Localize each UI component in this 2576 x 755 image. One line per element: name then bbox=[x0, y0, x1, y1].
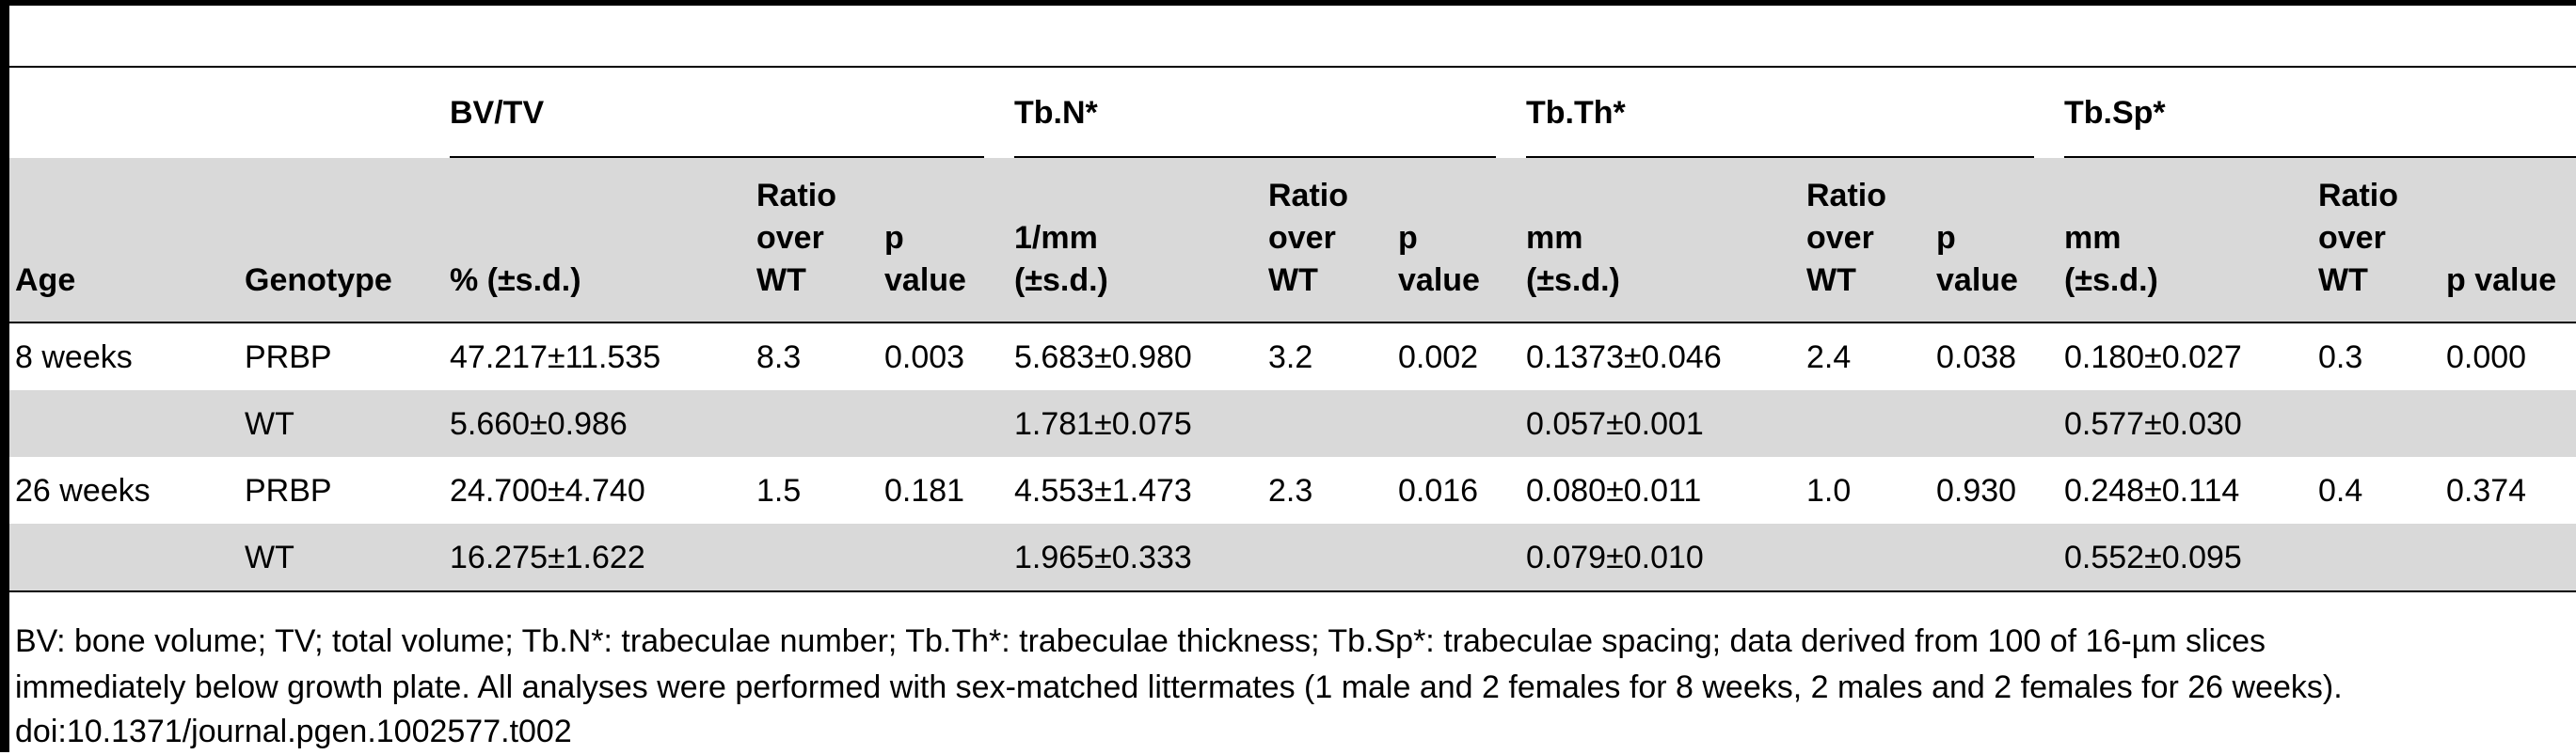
cell-bvtv-value: 47.217±11.535 bbox=[450, 339, 661, 375]
cell-tbsp-value: 0.248±0.114 bbox=[2064, 473, 2240, 509]
col-header-bvtv-p-1: p bbox=[884, 220, 904, 256]
cell-bvtv-value: 24.700±4.740 bbox=[450, 473, 645, 509]
col-header-bvtv-p-2: value bbox=[884, 262, 966, 298]
cell-bvtv-value: 5.660±0.986 bbox=[450, 406, 628, 442]
cell-age: 26 weeks bbox=[15, 473, 151, 509]
col-header-tbsp-unit-1: mm bbox=[2064, 220, 2122, 256]
cell-bvtv-ratio: 8.3 bbox=[756, 339, 802, 375]
col-header-tbth-unit-1: mm bbox=[1526, 220, 1583, 256]
col-header-age: Age bbox=[15, 262, 76, 298]
col-header-bvtv-ratio-2: over bbox=[756, 220, 824, 256]
col-header-tbth-ratio-2: over bbox=[1806, 220, 1874, 256]
row-shading bbox=[9, 524, 2576, 590]
cell-tbth-value: 0.080±0.011 bbox=[1526, 473, 1702, 509]
group-header-tbsp: Tb.Sp* bbox=[2064, 95, 2166, 131]
cell-tbn-p: 0.002 bbox=[1398, 339, 1479, 375]
cell-tbn-ratio: 2.3 bbox=[1268, 473, 1313, 509]
col-header-tbth-ratio-1: Ratio bbox=[1806, 178, 1886, 213]
col-header-tbsp-unit-2: (±s.d.) bbox=[2064, 262, 2158, 298]
col-header-tbth-p-2: value bbox=[1936, 262, 2018, 298]
col-header-tbn-ratio-3: WT bbox=[1268, 262, 1318, 298]
col-header-tbn-unit-2: (±s.d.) bbox=[1014, 262, 1108, 298]
col-header-tbth-p-1: p bbox=[1936, 220, 1956, 256]
table-top-rule bbox=[9, 66, 2576, 68]
cell-tbth-p: 0.038 bbox=[1936, 339, 2017, 375]
top-border bbox=[0, 0, 2576, 6]
group-header-tbth: Tb.Th* bbox=[1526, 95, 1626, 131]
col-header-tbn-ratio-1: Ratio bbox=[1268, 178, 1348, 213]
cell-tbth-ratio: 1.0 bbox=[1806, 473, 1852, 509]
col-header-tbn-p-1: p bbox=[1398, 220, 1418, 256]
cell-tbsp-ratio: 0.4 bbox=[2318, 473, 2363, 509]
group-header-bvtv: BV/TV bbox=[450, 95, 545, 131]
cell-tbn-ratio: 3.2 bbox=[1268, 339, 1313, 375]
col-header-tbsp-p: p value bbox=[2446, 262, 2557, 298]
cell-bvtv-ratio: 1.5 bbox=[756, 473, 802, 509]
footnote-line-3: doi:10.1371/journal.pgen.1002577.t002 bbox=[15, 714, 572, 749]
col-header-tbth-unit-2: (±s.d.) bbox=[1526, 262, 1620, 298]
cell-tbth-p: 0.930 bbox=[1936, 473, 2017, 509]
col-header-tbsp-ratio-3: WT bbox=[2318, 262, 2368, 298]
cell-genotype: WT bbox=[245, 406, 294, 442]
cell-tbsp-value: 0.577±0.030 bbox=[2064, 406, 2242, 442]
footnote-line-2: immediately below growth plate. All anal… bbox=[15, 669, 2343, 705]
group-rule-tbn bbox=[1014, 156, 1496, 158]
column-header-band bbox=[9, 158, 2576, 322]
col-header-bvtv-ratio-3: WT bbox=[756, 262, 806, 298]
col-header-tbn-unit-1: 1/mm bbox=[1014, 220, 1098, 256]
cell-tbsp-ratio: 0.3 bbox=[2318, 339, 2363, 375]
col-header-bvtv-value: % (±s.d.) bbox=[450, 262, 581, 298]
cell-tbth-value: 0.079±0.010 bbox=[1526, 540, 1704, 575]
cell-tbsp-value: 0.552±0.095 bbox=[2064, 540, 2242, 575]
cell-bvtv-value: 16.275±1.622 bbox=[450, 540, 645, 575]
cell-tbn-value: 5.683±0.980 bbox=[1014, 339, 1192, 375]
col-header-tbn-p-2: value bbox=[1398, 262, 1480, 298]
cell-tbsp-p: 0.000 bbox=[2446, 339, 2527, 375]
footnote-line-1: BV: bone volume; TV; total volume; Tb.N*… bbox=[15, 623, 2266, 659]
cell-tbth-value: 0.057±0.001 bbox=[1526, 406, 1704, 442]
col-header-tbn-ratio-2: over bbox=[1268, 220, 1336, 256]
cell-tbn-p: 0.016 bbox=[1398, 473, 1479, 509]
table-bottom-rule bbox=[9, 590, 2576, 592]
cell-age: 8 weeks bbox=[15, 339, 133, 375]
col-header-tbth-ratio-3: WT bbox=[1806, 262, 1856, 298]
cell-tbn-value: 1.781±0.075 bbox=[1014, 406, 1192, 442]
cell-genotype: WT bbox=[245, 540, 294, 575]
cell-tbsp-value: 0.180±0.027 bbox=[2064, 339, 2242, 375]
cell-tbth-value: 0.1373±0.046 bbox=[1526, 339, 1722, 375]
cell-tbn-value: 1.965±0.333 bbox=[1014, 540, 1192, 575]
cell-genotype: PRBP bbox=[245, 473, 332, 509]
cell-bvtv-p: 0.181 bbox=[884, 473, 965, 509]
col-header-genotype: Genotype bbox=[245, 262, 392, 298]
left-border bbox=[0, 0, 9, 752]
group-rule-tbsp bbox=[2064, 156, 2576, 158]
cell-tbn-value: 4.553±1.473 bbox=[1014, 473, 1192, 509]
cell-tbth-ratio: 2.4 bbox=[1806, 339, 1852, 375]
col-header-tbsp-ratio-1: Ratio bbox=[2318, 178, 2398, 213]
group-rule-tbth bbox=[1526, 156, 2034, 158]
header-bottom-rule bbox=[9, 322, 2576, 323]
col-header-bvtv-ratio-1: Ratio bbox=[756, 178, 836, 213]
group-rule-bvtv bbox=[450, 156, 984, 158]
cell-bvtv-p: 0.003 bbox=[884, 339, 965, 375]
col-header-tbsp-ratio-2: over bbox=[2318, 220, 2386, 256]
cell-genotype: PRBP bbox=[245, 339, 332, 375]
row-shading bbox=[9, 390, 2576, 457]
cell-tbsp-p: 0.374 bbox=[2446, 473, 2527, 509]
group-header-tbn: Tb.N* bbox=[1014, 95, 1098, 131]
